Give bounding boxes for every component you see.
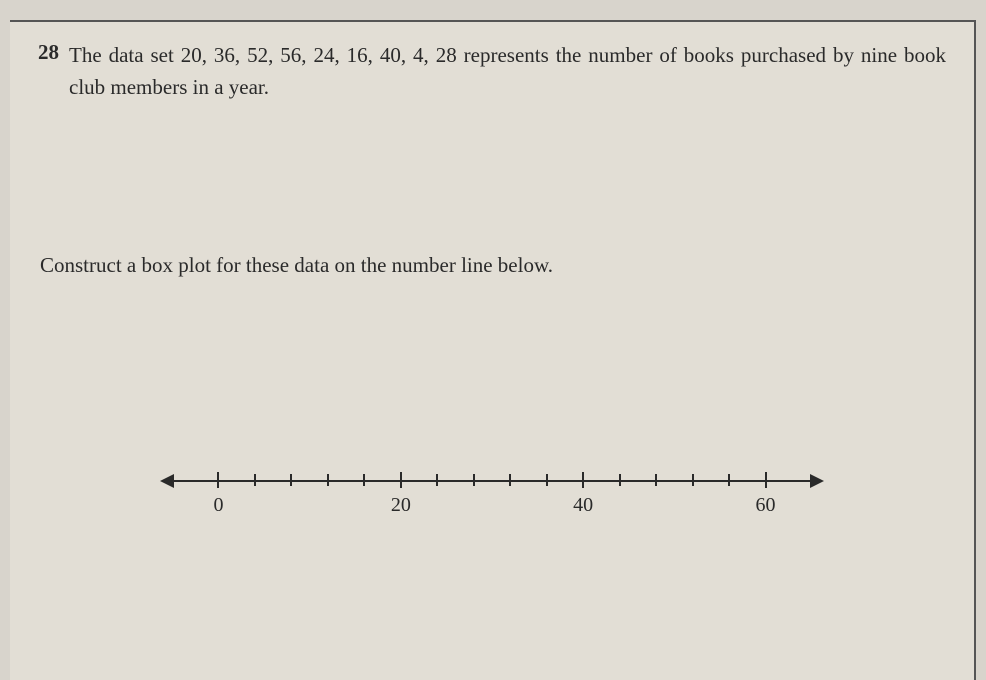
tick-label: 60 bbox=[756, 494, 776, 517]
numberline-container: 0 20 40 60 bbox=[38, 468, 946, 528]
tick-minor bbox=[473, 474, 475, 486]
tick-label: 20 bbox=[391, 494, 411, 517]
tick-label: 0 bbox=[213, 494, 223, 517]
tick-minor bbox=[254, 474, 256, 486]
tick-major bbox=[582, 472, 584, 488]
tick-minor bbox=[327, 474, 329, 486]
tick-minor bbox=[436, 474, 438, 486]
tick-major bbox=[400, 472, 402, 488]
tick-minor bbox=[363, 474, 365, 486]
tick-major bbox=[217, 472, 219, 488]
tick-minor bbox=[619, 474, 621, 486]
tick-minor bbox=[692, 474, 694, 486]
tick-minor bbox=[509, 474, 511, 486]
tick-minor bbox=[728, 474, 730, 486]
tick-minor bbox=[546, 474, 548, 486]
tick-label: 40 bbox=[573, 494, 593, 517]
numberline: 0 20 40 60 bbox=[152, 468, 832, 528]
worksheet-page: 28 The data set 20, 36, 52, 56, 24, 16, … bbox=[10, 20, 976, 680]
instruction-text: Construct a box plot for these data on t… bbox=[40, 253, 946, 278]
question-text: The data set 20, 36, 52, 56, 24, 16, 40,… bbox=[69, 40, 946, 103]
arrow-right-icon bbox=[810, 474, 824, 488]
tick-minor bbox=[655, 474, 657, 486]
question-number: 28 bbox=[38, 40, 59, 65]
question-block: 28 The data set 20, 36, 52, 56, 24, 16, … bbox=[38, 40, 946, 103]
tick-major bbox=[765, 472, 767, 488]
axis-line bbox=[172, 480, 812, 482]
tick-minor bbox=[290, 474, 292, 486]
